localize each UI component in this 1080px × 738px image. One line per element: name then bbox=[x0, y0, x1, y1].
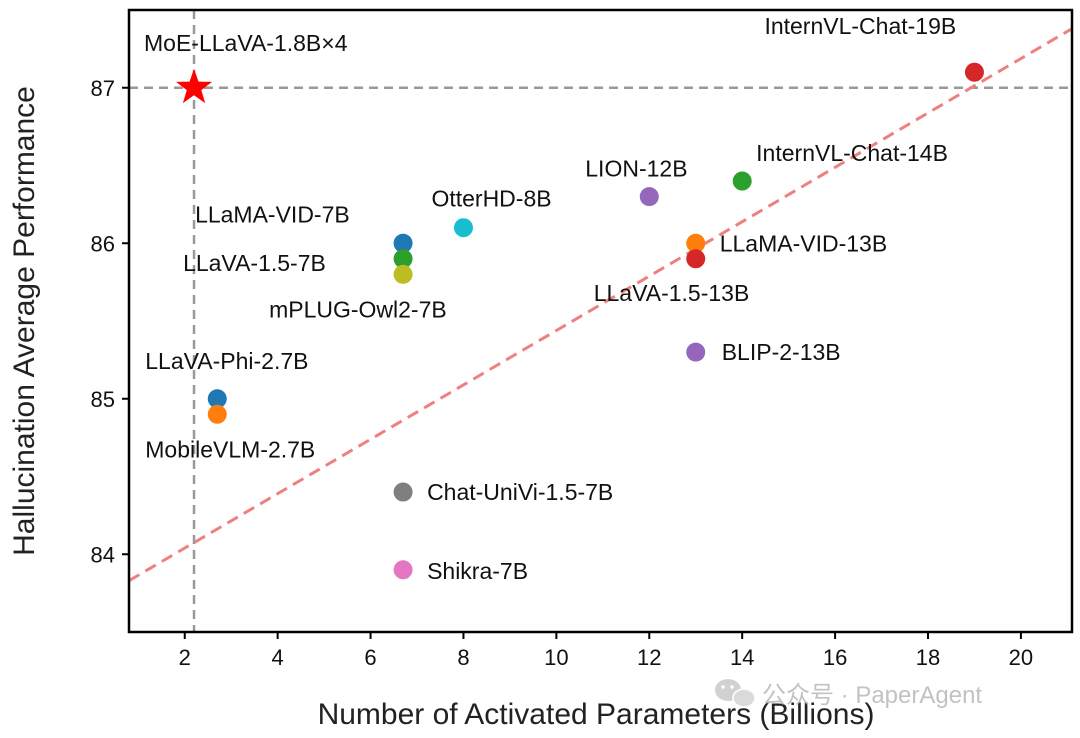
point-internvl-chat-19b bbox=[964, 62, 984, 82]
y-tick-label: 84 bbox=[91, 542, 115, 567]
point-label: MobileVLM-2.7B bbox=[145, 436, 315, 462]
plot-frame bbox=[127, 8, 1074, 634]
y-tick-label: 85 bbox=[91, 387, 115, 412]
watermark-text: 公众号 · PaperAgent bbox=[762, 682, 982, 709]
trend-line-group bbox=[129, 27, 1072, 582]
x-tick-label: 6 bbox=[364, 645, 376, 670]
point-label: Shikra-7B bbox=[427, 558, 528, 584]
point-llama-vid-13b bbox=[686, 233, 706, 253]
point-label: BLIP-2-13B bbox=[722, 339, 841, 365]
point-llama-vid-7b bbox=[393, 233, 413, 253]
data-points bbox=[176, 62, 984, 580]
y-tick-label: 86 bbox=[91, 231, 115, 256]
point-label: InternVL-Chat-14B bbox=[756, 140, 948, 166]
highlight-star-marker bbox=[176, 68, 213, 104]
y-axis-title: Hallucination Average Performance bbox=[8, 86, 41, 556]
x-tick-label: 2 bbox=[179, 645, 191, 670]
point-label: LLaVA-Phi-2.7B bbox=[145, 348, 308, 374]
point-llava-1-5-13b bbox=[686, 249, 706, 269]
point-label: Chat-UniVi-1.5-7B bbox=[427, 479, 613, 505]
watermark: 公众号 · PaperAgent bbox=[715, 679, 982, 709]
point-label: LION-12B bbox=[585, 156, 687, 182]
point-label: mPLUG-Owl2-7B bbox=[269, 296, 447, 322]
x-tick-label: 4 bbox=[272, 645, 284, 670]
point-label: LLaMA-VID-7B bbox=[195, 201, 350, 227]
point-label: LLaVA-1.5-7B bbox=[183, 250, 326, 276]
x-tick-label: 16 bbox=[823, 645, 847, 670]
trend-line bbox=[129, 27, 1072, 582]
x-tick-label: 10 bbox=[544, 645, 568, 670]
x-axis-title: Number of Activated Parameters (Billions… bbox=[318, 698, 875, 731]
y-tick-label: 87 bbox=[91, 76, 115, 101]
point-label: InternVL-Chat-19B bbox=[764, 13, 956, 39]
x-tick-label: 8 bbox=[457, 645, 469, 670]
point-label: OtterHD-8B bbox=[431, 186, 551, 212]
point-blip-2-13b bbox=[686, 342, 706, 362]
point-otterhd-8b bbox=[453, 218, 473, 238]
point-labels: InternVL-Chat-19B InternVL-Chat-14B LION-1… bbox=[144, 13, 956, 584]
axis-ticks: 2 4 6 8 10 12 14 16 18 20 84 85 86 87 bbox=[91, 76, 1034, 670]
x-tick-label: 20 bbox=[1009, 645, 1033, 670]
point-mobilevlm-2-7b bbox=[207, 404, 227, 424]
point-mplug-owl2-7b bbox=[393, 264, 413, 284]
point-label: LLaVA-1.5-13B bbox=[594, 280, 750, 306]
x-tick-label: 18 bbox=[916, 645, 940, 670]
point-lion-12b bbox=[639, 187, 659, 207]
x-tick-label: 12 bbox=[637, 645, 661, 670]
point-internvl-chat-14b bbox=[732, 171, 752, 191]
point-llava-phi-2-7b bbox=[207, 389, 227, 409]
highlight-label: MoE-LLaVA-1.8B×4 bbox=[144, 30, 348, 56]
reference-lines bbox=[129, 10, 1072, 632]
point-chat-univi-1-5-7b bbox=[393, 482, 413, 502]
point-label: LLaMA-VID-13B bbox=[720, 230, 887, 256]
point-shikra-7b bbox=[393, 560, 413, 580]
point-llava-1-5-7b bbox=[393, 249, 413, 269]
wechat-icon bbox=[715, 679, 756, 708]
x-tick-label: 14 bbox=[730, 645, 754, 670]
